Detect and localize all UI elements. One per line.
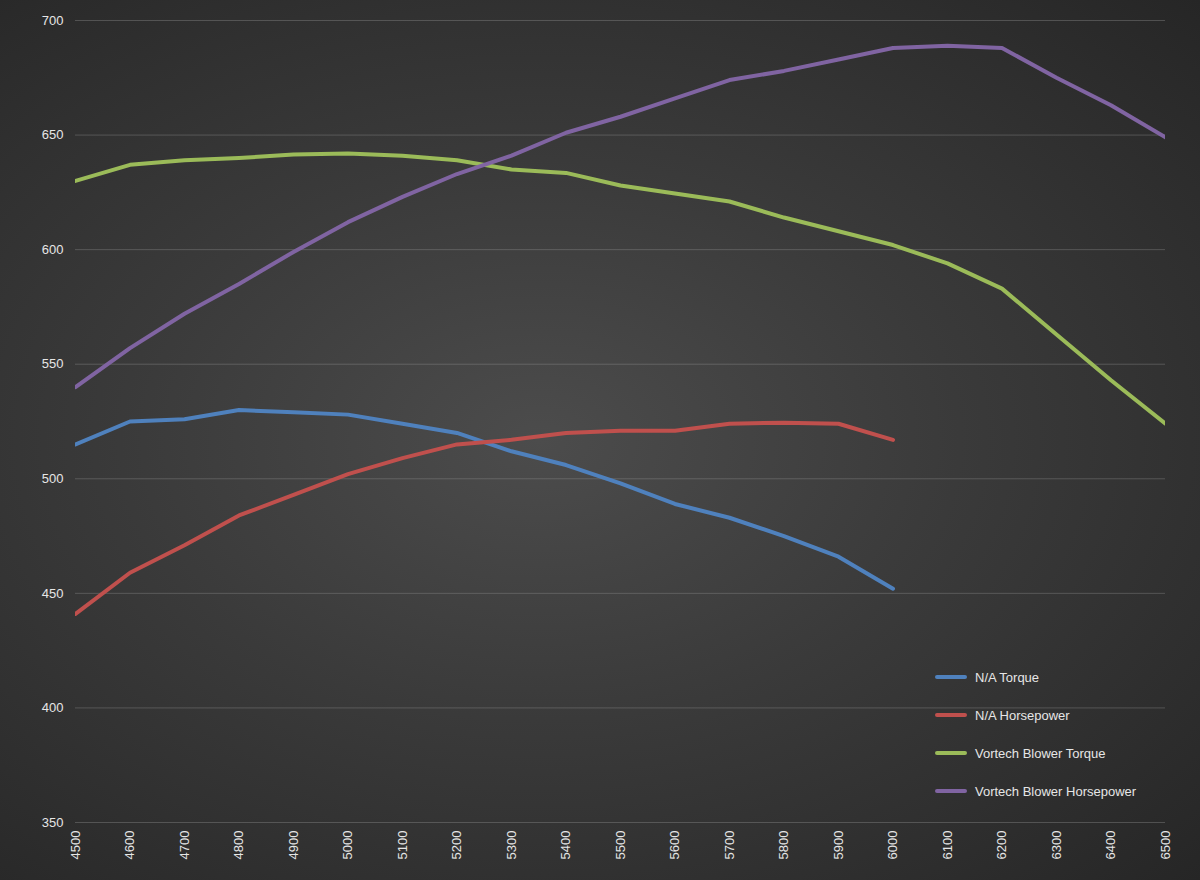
svg-text:4800: 4800 xyxy=(231,831,246,860)
html-text:Vortech Blower Torque: Vortech Blower Torque xyxy=(975,745,1106,761)
svg-text:5300: 5300 xyxy=(504,831,519,860)
svg-text:5400: 5400 xyxy=(558,831,573,860)
svg-text:6400: 6400 xyxy=(1103,831,1118,860)
html-text:N/A Torque: N/A Torque xyxy=(975,669,1040,685)
svg-text:4500: 4500 xyxy=(68,831,83,860)
html-text:N/A Horsepower: N/A Horsepower xyxy=(975,707,1070,723)
svg-text:6300: 6300 xyxy=(1049,831,1064,860)
svg-text:450: 450 xyxy=(42,586,64,601)
svg-text:5500: 5500 xyxy=(613,831,628,860)
svg-text:4700: 4700 xyxy=(177,831,192,860)
svg-text:500: 500 xyxy=(42,471,64,486)
svg-text:6200: 6200 xyxy=(994,831,1009,860)
svg-text:650: 650 xyxy=(42,127,64,142)
svg-text:350: 350 xyxy=(42,815,64,830)
svg-text:5100: 5100 xyxy=(395,831,410,860)
svg-text:400: 400 xyxy=(42,700,64,715)
svg-text:5800: 5800 xyxy=(776,831,791,860)
svg-text:600: 600 xyxy=(42,242,64,257)
svg-text:5000: 5000 xyxy=(340,831,355,860)
svg-text:5700: 5700 xyxy=(722,831,737,860)
svg-text:5600: 5600 xyxy=(667,831,682,860)
html-text:Vortech Blower Horsepower: Vortech Blower Horsepower xyxy=(975,783,1137,799)
svg-text:5200: 5200 xyxy=(449,831,464,860)
svg-text:4600: 4600 xyxy=(122,831,137,860)
svg-text:6000: 6000 xyxy=(885,831,900,860)
svg-text:700: 700 xyxy=(42,13,64,28)
svg-text:5900: 5900 xyxy=(831,831,846,860)
svg-text:550: 550 xyxy=(42,356,64,371)
svg-text:6100: 6100 xyxy=(940,831,955,860)
svg-text:4900: 4900 xyxy=(286,831,301,860)
svg-text:6500: 6500 xyxy=(1158,831,1173,860)
